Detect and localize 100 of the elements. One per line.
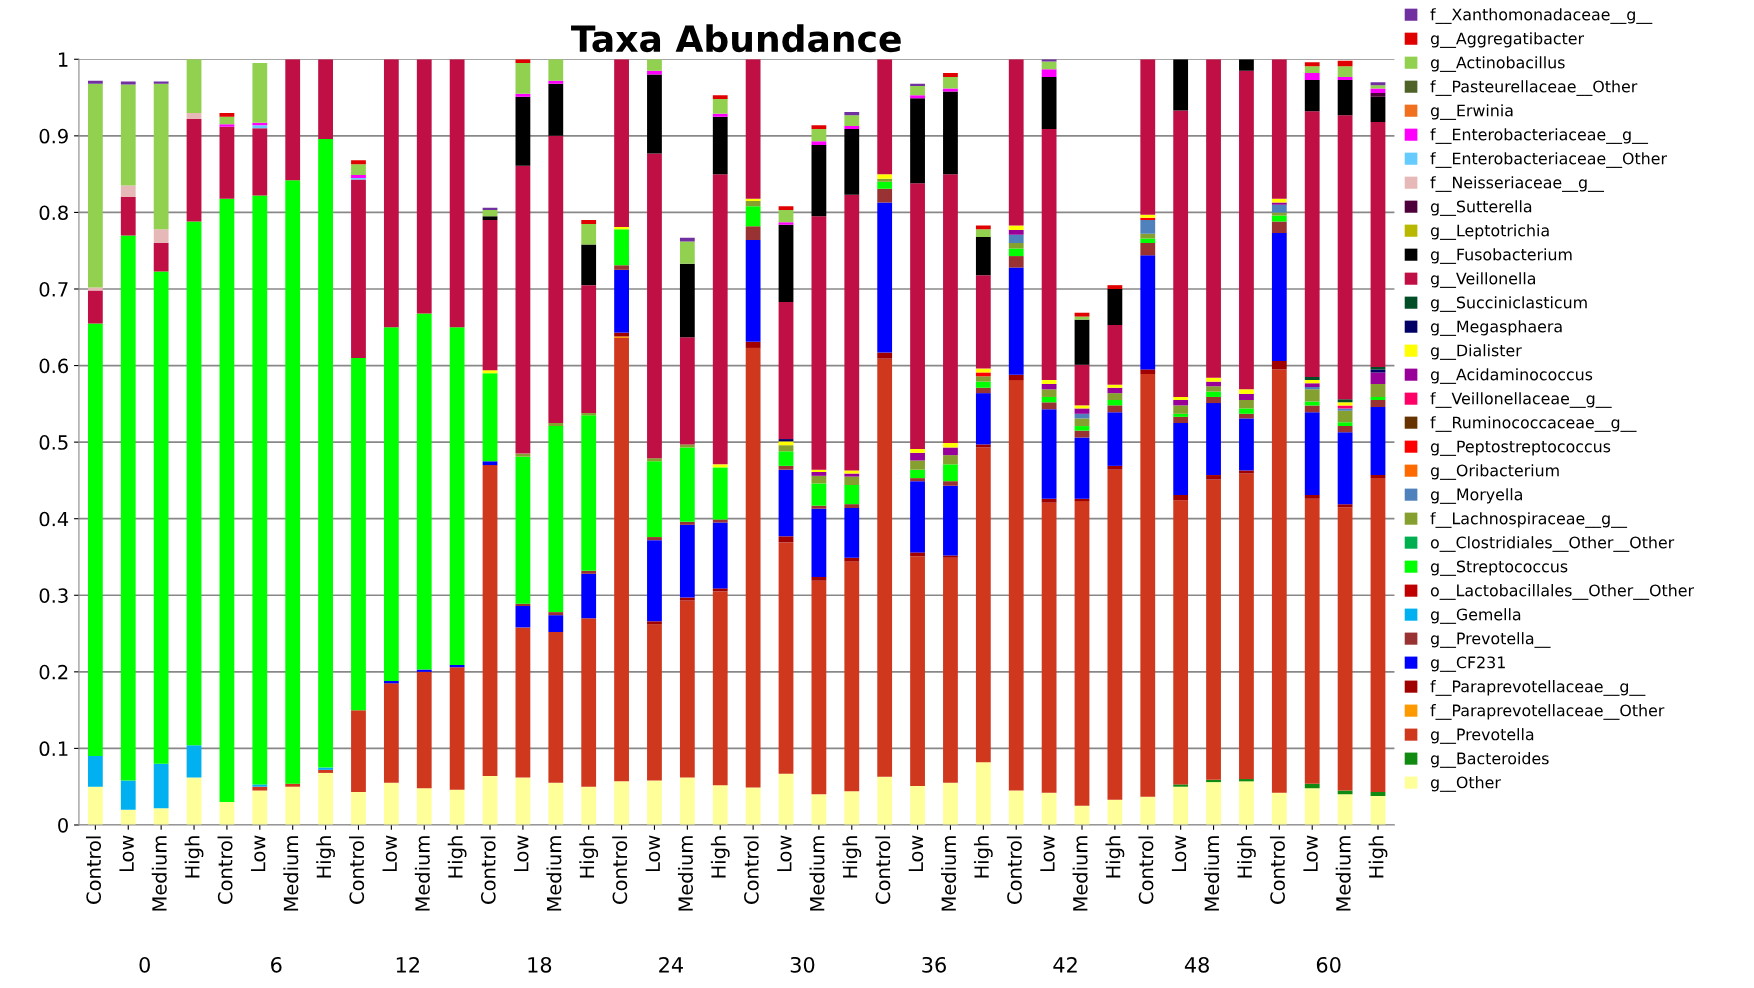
bar — [153, 808, 169, 825]
bar — [1206, 386, 1221, 392]
bar — [844, 128, 860, 195]
legend-label: f__Lachnospiraceae__g__ — [1430, 512, 1628, 528]
bar — [548, 59, 564, 81]
bar — [1041, 69, 1057, 77]
bar — [1304, 405, 1320, 413]
bar — [1041, 76, 1057, 129]
bar — [844, 485, 860, 505]
bar — [745, 347, 761, 788]
bar — [351, 710, 366, 793]
bar — [548, 615, 564, 633]
x-tick-label: High — [447, 836, 467, 878]
bar — [120, 809, 136, 825]
bar — [1008, 234, 1024, 244]
bar — [120, 197, 136, 236]
bar — [877, 776, 893, 825]
y-tick-label: 0.9 — [39, 128, 68, 144]
bar — [482, 465, 498, 776]
bar — [1370, 96, 1386, 123]
bar — [219, 802, 235, 825]
bar — [219, 124, 235, 127]
bar — [844, 791, 860, 825]
bar — [811, 794, 827, 825]
bar — [1173, 422, 1189, 495]
bar — [120, 185, 136, 198]
bar — [614, 229, 629, 266]
bar — [1304, 412, 1320, 495]
bar — [943, 447, 958, 456]
bar — [844, 557, 860, 562]
legend-label: o__Clostridiales__Other__Other — [1430, 536, 1675, 552]
bar — [581, 786, 597, 825]
bar — [1206, 475, 1221, 480]
bar — [975, 444, 991, 448]
bar — [975, 762, 991, 825]
bar — [1239, 418, 1254, 471]
bar — [1206, 377, 1221, 382]
bar — [252, 63, 268, 123]
bar — [186, 745, 202, 778]
bar — [975, 236, 991, 276]
bar — [1206, 396, 1221, 404]
bar — [153, 229, 169, 244]
x-tick-label: Control — [217, 836, 233, 904]
bar — [1107, 384, 1123, 388]
bar — [351, 164, 366, 175]
bar — [910, 785, 925, 825]
bar — [515, 777, 531, 825]
x-tick-label: Control — [1269, 836, 1285, 904]
bar — [1337, 410, 1353, 423]
bar — [1271, 792, 1287, 825]
bar — [712, 116, 728, 175]
bar — [910, 95, 925, 99]
bar — [1107, 285, 1123, 289]
bar — [943, 455, 958, 465]
x-tick-label: Medium — [941, 836, 957, 911]
x-tick-label: High — [710, 836, 730, 878]
bar — [515, 605, 531, 628]
bar — [745, 59, 761, 199]
bar — [712, 519, 728, 523]
bar — [877, 202, 893, 353]
x-tick-label: Control — [1006, 836, 1022, 904]
x-tick-label: Medium — [1072, 836, 1088, 911]
bar — [910, 183, 925, 450]
bar — [1271, 202, 1287, 205]
bar — [1304, 66, 1320, 74]
x-tick-label: Medium — [677, 836, 693, 911]
legend-label: g__Other — [1430, 776, 1501, 792]
bar — [1107, 324, 1123, 385]
bar — [1107, 799, 1123, 825]
bar — [581, 285, 597, 414]
bar — [614, 337, 629, 782]
x-tick-label: Low — [251, 835, 266, 872]
bar — [1074, 430, 1090, 438]
legend-label: g__Leptotrichia — [1430, 224, 1549, 240]
bar — [1271, 212, 1287, 216]
x-tick-label: Low — [645, 835, 661, 872]
bar — [1008, 790, 1024, 825]
bar — [844, 125, 860, 129]
bar — [679, 600, 695, 778]
legend-label: f__Neisseriaceae__g__ — [1430, 176, 1605, 192]
bar — [647, 70, 662, 75]
bar — [153, 763, 169, 809]
bar — [1304, 788, 1320, 825]
bar — [614, 781, 629, 825]
legend-label: g__Veillonella — [1430, 272, 1535, 288]
bar — [515, 93, 531, 97]
bar — [1337, 432, 1353, 505]
x-tick-label: High — [1237, 836, 1256, 878]
bar — [1074, 418, 1090, 427]
bar — [1337, 507, 1353, 791]
x-tick-label: Low — [514, 835, 529, 872]
bar — [943, 555, 958, 558]
bar — [1041, 498, 1057, 503]
bar — [778, 210, 794, 223]
bar — [1173, 413, 1189, 417]
bar — [1173, 416, 1189, 423]
bar — [778, 469, 794, 537]
bar — [811, 145, 827, 217]
bar — [647, 458, 662, 462]
bar — [1008, 380, 1024, 791]
